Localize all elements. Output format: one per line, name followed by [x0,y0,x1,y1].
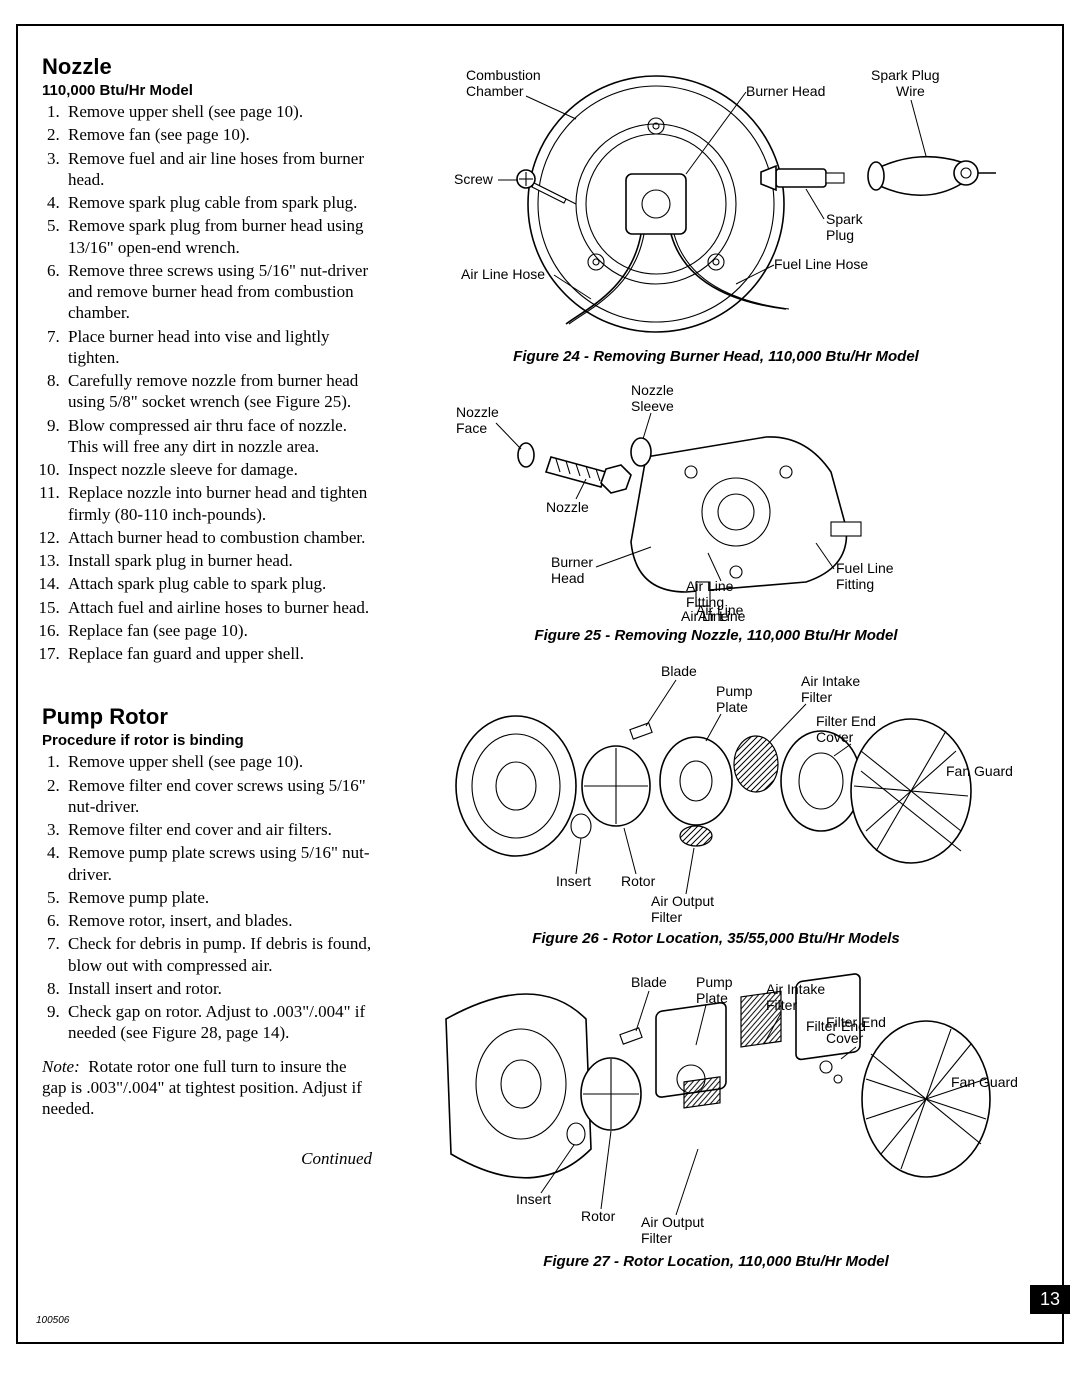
step: Attach fuel and airline hoses to burner … [64,597,372,618]
lbl-sp1: Spark [826,211,864,227]
figure-24-caption: Figure 24 - Removing Burner Head, 110,00… [513,348,919,365]
figure-24-diagram: Combustion Chamber Burner Head Spark Plu… [406,54,1026,344]
figure-26: Blade Pump Plate Air Intake Filter Filte… [394,656,1038,953]
lbl-ao1: Air Output [651,893,714,909]
continued-marker: Continued [42,1149,372,1169]
nozzle-steps: Remove upper shell (see page 10). Remove… [42,101,372,664]
lbl-spw1: Spark Plug [871,67,939,83]
lbl-sp2: Plug [826,227,854,243]
page-frame: Nozzle 110,000 Btu/Hr Model Remove upper… [16,24,1064,1344]
pump-rotor-steps: Remove upper shell (see page 10). Remove… [42,751,372,1043]
lbl-chamber: Chamber [466,83,524,99]
lbl-fec-1: Filter End [826,1014,886,1030]
figure-25-labels-extra: Air Line Fitting Fuel Line Fitting [436,543,996,623]
lbl-fuel: Fuel Line Hose [774,256,868,272]
step: Remove fan (see page 10). [64,124,372,145]
lbl-air1: Air Line [686,578,734,594]
note-text: Rotate rotor one full turn to insure the… [42,1057,362,1119]
step: Remove rotor, insert, and blades. [64,910,372,931]
lbl-fg27: Fan Guard [951,1074,1018,1090]
step: Remove three screws using 5/16" nut-driv… [64,260,372,324]
pump-rotor-heading: Pump Rotor [42,704,372,730]
lbl-blade: Blade [631,974,667,990]
step: Place burner head into vise and lightly … [64,326,372,369]
nozzle-heading: Nozzle [42,54,372,80]
step: Inspect nozzle sleeve for damage. [64,459,372,480]
lbl-ai2: Filter [766,997,797,1013]
figures-column: Combustion Chamber Burner Head Spark Plu… [394,54,1038,1322]
figure-24: Combustion Chamber Burner Head Spark Plu… [394,54,1038,371]
lbl-ns2: Sleeve [631,398,674,414]
lbl-blade: Blade [661,663,697,679]
figure-27-caption: Figure 27 - Rotor Location, 110,000 Btu/… [543,1253,889,1270]
step: Carefully remove nozzle from burner head… [64,370,372,413]
step: Check for debris in pump. If debris is f… [64,933,372,976]
lbl-spw2: Wire [896,83,925,99]
lbl-fl1: Fuel Line [836,560,894,576]
lbl-rotor: Rotor [581,1208,616,1224]
step: Remove spark plug cable from spark plug. [64,192,372,213]
step: Check gap on rotor. Adjust to .003"/.004… [64,1001,372,1044]
page-number: 13 [1030,1285,1070,1314]
lbl-ai1: Air Intake [766,981,825,997]
step: Attach spark plug cable to spark plug. [64,573,372,594]
step: Remove upper shell (see page 10). [64,101,372,122]
lbl-insert: Insert [516,1191,551,1207]
step: Replace fan guard and upper shell. [64,643,372,664]
step: Remove pump plate. [64,887,372,908]
lbl-ai2: Filter [801,689,832,705]
lbl-ns1: Nozzle [631,382,674,398]
lbl-pump1: Pump [716,683,753,699]
step: Remove filter end cover and air filters. [64,819,372,840]
lbl-rotor: Rotor [621,873,656,889]
step: Remove pump plate screws using 5/16" nut… [64,842,372,885]
figure-25-caption: Figure 25 - Removing Nozzle, 110,000 Btu… [534,627,897,644]
lbl-ao2: Filter [641,1230,672,1246]
lbl-fec2: Cover [816,729,854,745]
text-column: Nozzle 110,000 Btu/Hr Model Remove upper… [42,54,372,1322]
lbl-nozzle: Nozzle [546,499,589,515]
pump-rotor-note: Note: Rotate rotor one full turn to insu… [42,1056,372,1120]
lbl-pump1: Pump [696,974,733,990]
lbl-ao2: Filter [651,909,682,925]
figure-25: Nozzle Face Nozzle Sleeve Nozzle Burner … [394,377,1038,650]
pump-rotor-subhead: Procedure if rotor is binding [42,732,372,749]
lbl-pump2: Plate [696,990,728,1006]
lbl-air2: Fitting [686,594,724,610]
lbl-fec1: Filter End [816,713,876,729]
step: Remove spark plug from burner head using… [64,215,372,258]
step: Replace nozzle into burner head and tigh… [64,482,372,525]
step: Replace fan (see page 10). [64,620,372,641]
nozzle-model: 110,000 Btu/Hr Model [42,82,372,99]
note-label: Note: [42,1057,80,1076]
step: Remove filter end cover screws using 5/1… [64,775,372,818]
step: Install spark plug in burner head. [64,550,372,571]
step: Install insert and rotor. [64,978,372,999]
doc-id: 100506 [36,1315,69,1326]
lbl-nf2: Face [456,420,487,436]
step: Remove upper shell (see page 10). [64,751,372,772]
lbl-fanguard: Fan Guard [946,763,1013,779]
lbl-pump2: Plate [716,699,748,715]
figure-27: Blade Pump Plate Air Intake Filter Filte… [394,959,1038,1276]
lbl-nf1: Nozzle [456,404,499,420]
lbl-ai1: Air Intake [801,673,860,689]
lbl-fl2: Fitting [836,576,874,592]
figure-26-diagram: Blade Pump Plate Air Intake Filter Filte… [406,656,1026,926]
lbl-ao1: Air Output [641,1214,704,1230]
step: Attach burner head to combustion chamber… [64,527,372,548]
step: Blow compressed air thru face of nozzle.… [64,415,372,458]
lbl-combustion: Combustion [466,67,541,83]
lbl-fec-2: Cover [826,1030,864,1046]
lbl-insert: Insert [556,873,591,889]
figure-27-diagram: Blade Pump Plate Air Intake Filter Filte… [406,959,1026,1249]
figure-26-caption: Figure 26 - Rotor Location, 35/55,000 Bt… [532,930,900,947]
lbl-burner-head: Burner Head [746,83,825,99]
step: Remove fuel and air line hoses from burn… [64,148,372,191]
lbl-screw: Screw [454,171,494,187]
lbl-air: Air Line Hose [461,266,545,282]
